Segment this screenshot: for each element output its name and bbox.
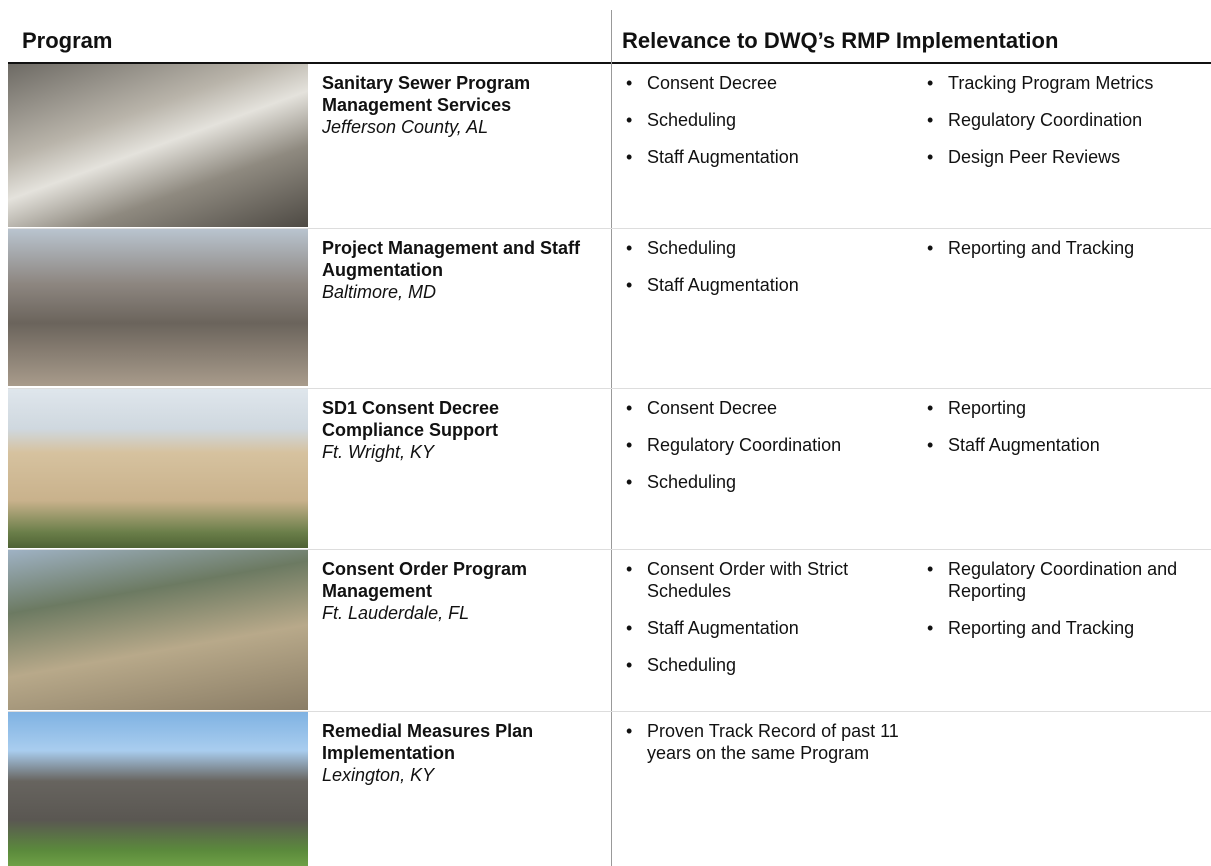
bullet-list: Reporting and Tracking <box>923 237 1203 274</box>
program-location: Ft. Wright, KY <box>322 441 602 463</box>
header-program: Program <box>22 28 112 54</box>
bullet-list: Consent Decree Regulatory Coordination Sch… <box>622 397 902 508</box>
bullet-list: Scheduling Staff Augmentation <box>622 237 902 311</box>
program-info: Sanitary Sewer Program Management Servic… <box>322 72 602 138</box>
program-title: Remedial Measures Plan Implementation <box>322 720 602 764</box>
row-separator <box>8 388 1211 389</box>
bullet-item: Staff Augmentation <box>622 617 902 639</box>
bullet-item: Staff Augmentation <box>923 434 1203 456</box>
bullet-item: Design Peer Reviews <box>923 146 1203 168</box>
program-photo <box>8 389 308 548</box>
bullet-item: Consent Decree <box>622 397 902 419</box>
bullet-list: Tracking Program Metrics Regulatory Coord… <box>923 72 1203 183</box>
table-row: Sanitary Sewer Program Management Servic… <box>0 64 1211 227</box>
bullet-item: Staff Augmentation <box>622 146 902 168</box>
bullet-item: Consent Order with Strict Schedules <box>622 558 902 602</box>
page: Program Relevance to DWQ’s RMP Implement… <box>0 0 1211 866</box>
table-row: Project Management and Staff Augmentatio… <box>0 229 1211 386</box>
program-title: SD1 Consent Decree Compliance Support <box>322 397 602 441</box>
bullet-list: Consent Order with Strict Schedules Staff… <box>622 558 902 691</box>
program-info: Project Management and Staff Augmentatio… <box>322 237 602 303</box>
bullet-item: Regulatory Coordination <box>923 109 1203 131</box>
bullet-item: Regulatory Coordination <box>622 434 902 456</box>
program-title: Project Management and Staff Augmentatio… <box>322 237 602 281</box>
program-photo <box>8 229 308 386</box>
program-location: Baltimore, MD <box>322 281 602 303</box>
bullet-item: Reporting and Tracking <box>923 237 1203 259</box>
bullet-list: Proven Track Record of past 11 years on … <box>622 720 902 779</box>
bullet-item: Regulatory Coordination and Reporting <box>923 558 1203 602</box>
bullet-list: Consent Decree Scheduling Staff Augmentati… <box>622 72 902 183</box>
bullet-item: Scheduling <box>622 237 902 259</box>
bullet-item: Staff Augmentation <box>622 274 902 296</box>
bullet-item: Scheduling <box>622 654 902 676</box>
bullet-item: Scheduling <box>622 109 902 131</box>
bullet-item: Tracking Program Metrics <box>923 72 1203 94</box>
bullet-item: Consent Decree <box>622 72 902 94</box>
program-photo <box>8 550 308 710</box>
bullet-item: Reporting and Tracking <box>923 617 1203 639</box>
program-photo <box>8 712 308 866</box>
bullet-item: Reporting <box>923 397 1203 419</box>
program-location: Lexington, KY <box>322 764 602 786</box>
header-relevance: Relevance to DWQ’s RMP Implementation <box>622 28 1058 54</box>
bullet-list: Regulatory Coordination and Reporting Rep… <box>923 558 1203 654</box>
row-separator <box>8 711 1211 712</box>
program-location: Ft. Lauderdale, FL <box>322 602 602 624</box>
program-photo <box>8 64 308 227</box>
bullet-item: Proven Track Record of past 11 years on … <box>622 720 902 764</box>
row-separator <box>8 228 1211 229</box>
row-separator <box>8 549 1211 550</box>
bullet-item: Scheduling <box>622 471 902 493</box>
program-title: Sanitary Sewer Program Management Servic… <box>322 72 602 116</box>
bullet-list: Reporting Staff Augmentation <box>923 397 1203 471</box>
program-title: Consent Order Program Management <box>322 558 602 602</box>
program-location: Jefferson County, AL <box>322 116 602 138</box>
